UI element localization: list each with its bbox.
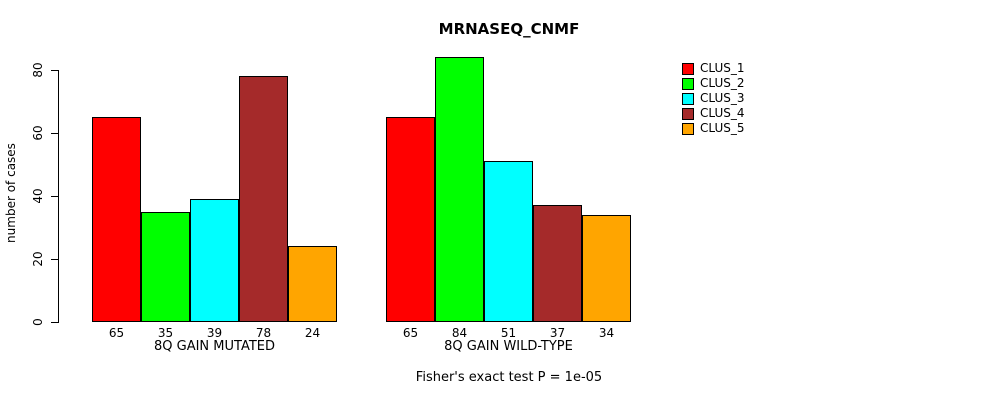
y-axis-title: number of cases — [4, 143, 18, 243]
y-axis-tick — [51, 196, 58, 197]
legend-item-clus_2: CLUS_2 — [682, 76, 745, 91]
bar-clus_1-wildtype — [386, 117, 435, 322]
chart-title: MRNASEQ_CNMF — [438, 20, 580, 38]
bar-clus_4-mutated — [239, 76, 288, 322]
legend-swatch-icon — [682, 107, 694, 120]
bar-value-label: 24 — [304, 326, 321, 340]
legend-label: CLUS_2 — [700, 76, 745, 90]
legend-label: CLUS_1 — [700, 61, 745, 75]
y-axis-tick-label: 0 — [31, 318, 45, 326]
legend-item-clus_3: CLUS_3 — [682, 91, 745, 106]
y-axis-tick — [51, 322, 58, 323]
bar-clus_3-mutated — [190, 199, 239, 322]
y-axis-tick-label: 60 — [31, 125, 45, 141]
bar-value-label: 84 — [451, 326, 468, 340]
bar-value-label: 39 — [206, 326, 223, 340]
bar-clus_3-wildtype — [484, 161, 533, 322]
bar-clus_1-mutated — [92, 117, 141, 322]
legend-swatch-icon — [682, 62, 694, 75]
y-axis-tick — [51, 259, 58, 260]
y-axis-tick — [51, 133, 58, 134]
legend-item-clus_5: CLUS_5 — [682, 121, 745, 136]
bar-value-label: 35 — [157, 326, 174, 340]
bar-clus_2-wildtype — [435, 57, 484, 322]
legend-item-clus_1: CLUS_1 — [682, 61, 745, 76]
x-group-label-wildtype: 8Q GAIN WILD-TYPE — [444, 339, 573, 354]
legend-swatch-icon — [682, 122, 694, 135]
bar-clus_2-mutated — [141, 212, 190, 322]
legend-swatch-icon — [682, 92, 694, 105]
bar-value-label: 34 — [598, 326, 615, 340]
bar-clus_5-mutated — [288, 246, 337, 322]
legend-swatch-icon — [682, 77, 694, 90]
bar-value-label: 37 — [549, 326, 566, 340]
y-axis-tick-label: 80 — [31, 62, 45, 78]
legend-label: CLUS_3 — [700, 91, 745, 105]
y-axis-tick — [51, 70, 58, 71]
annotation-text: Fisher's exact test P = 1e-05 — [415, 370, 603, 385]
bar-clus_5-wildtype — [582, 215, 631, 322]
y-axis-tick-label: 20 — [31, 251, 45, 267]
bar-value-label: 51 — [500, 326, 517, 340]
legend-label: CLUS_5 — [700, 121, 745, 135]
y-axis-line — [58, 70, 59, 323]
bar-value-label: 65 — [402, 326, 419, 340]
x-group-label-mutated: 8Q GAIN MUTATED — [153, 339, 275, 354]
legend: CLUS_1 CLUS_2 CLUS_3 CLUS_4 CLUS_5 — [682, 61, 745, 136]
bar-clus_4-wildtype — [533, 205, 582, 322]
legend-label: CLUS_4 — [700, 106, 745, 120]
legend-item-clus_4: CLUS_4 — [682, 106, 745, 121]
bar-value-label: 78 — [255, 326, 272, 340]
bar-value-label: 65 — [108, 326, 125, 340]
y-axis-tick-label: 40 — [31, 188, 45, 204]
